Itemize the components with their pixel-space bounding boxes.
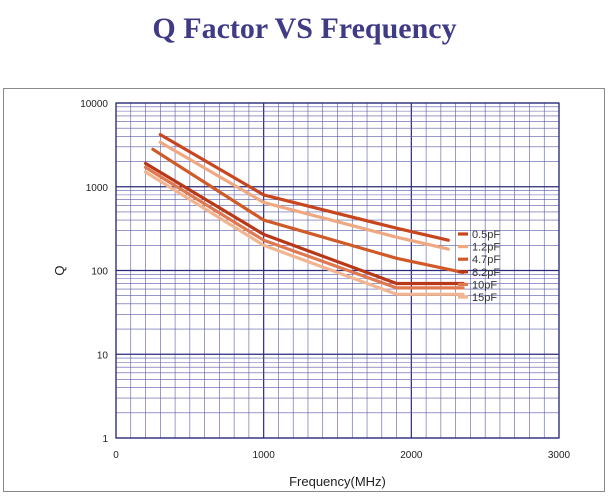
y-tick-label: 10 xyxy=(97,350,109,361)
x-axis-label: Frequency(MHz) xyxy=(289,474,386,489)
legend-label: 1.2pF xyxy=(472,242,500,254)
plot-border xyxy=(115,102,560,439)
series-line xyxy=(143,161,465,286)
chart-grid xyxy=(115,102,560,439)
legend-label: 8.2pF xyxy=(472,267,500,279)
series-line xyxy=(158,140,450,251)
y-tick-label: 100 xyxy=(91,267,108,278)
x-tick-label: 3000 xyxy=(548,450,571,461)
y-tick-label: 1 xyxy=(102,434,108,445)
axis-ticks: 0 1000 2000 3000 1 10 100 1000 10000 xyxy=(80,99,570,461)
x-tick-label: 1000 xyxy=(253,450,276,461)
x-tick-label: 2000 xyxy=(400,450,423,461)
series-line xyxy=(151,147,465,274)
chart-frame xyxy=(3,88,605,492)
x-tick-label: 0 xyxy=(113,450,119,461)
legend-label: 0.5pF xyxy=(472,229,500,241)
series-line xyxy=(143,165,465,290)
series-line xyxy=(158,133,450,242)
series-line xyxy=(143,170,465,296)
y-tick-label: 10000 xyxy=(80,99,108,110)
y-tick-label: 1000 xyxy=(86,183,109,194)
legend-label: 15pF xyxy=(472,292,497,304)
series-lines xyxy=(143,133,465,296)
legend-label: 10pF xyxy=(472,279,497,291)
chart-title: Q Factor VS Frequency xyxy=(152,12,457,45)
y-axis-label: Q xyxy=(52,265,67,275)
legend-label: 4.7pF xyxy=(472,254,500,266)
